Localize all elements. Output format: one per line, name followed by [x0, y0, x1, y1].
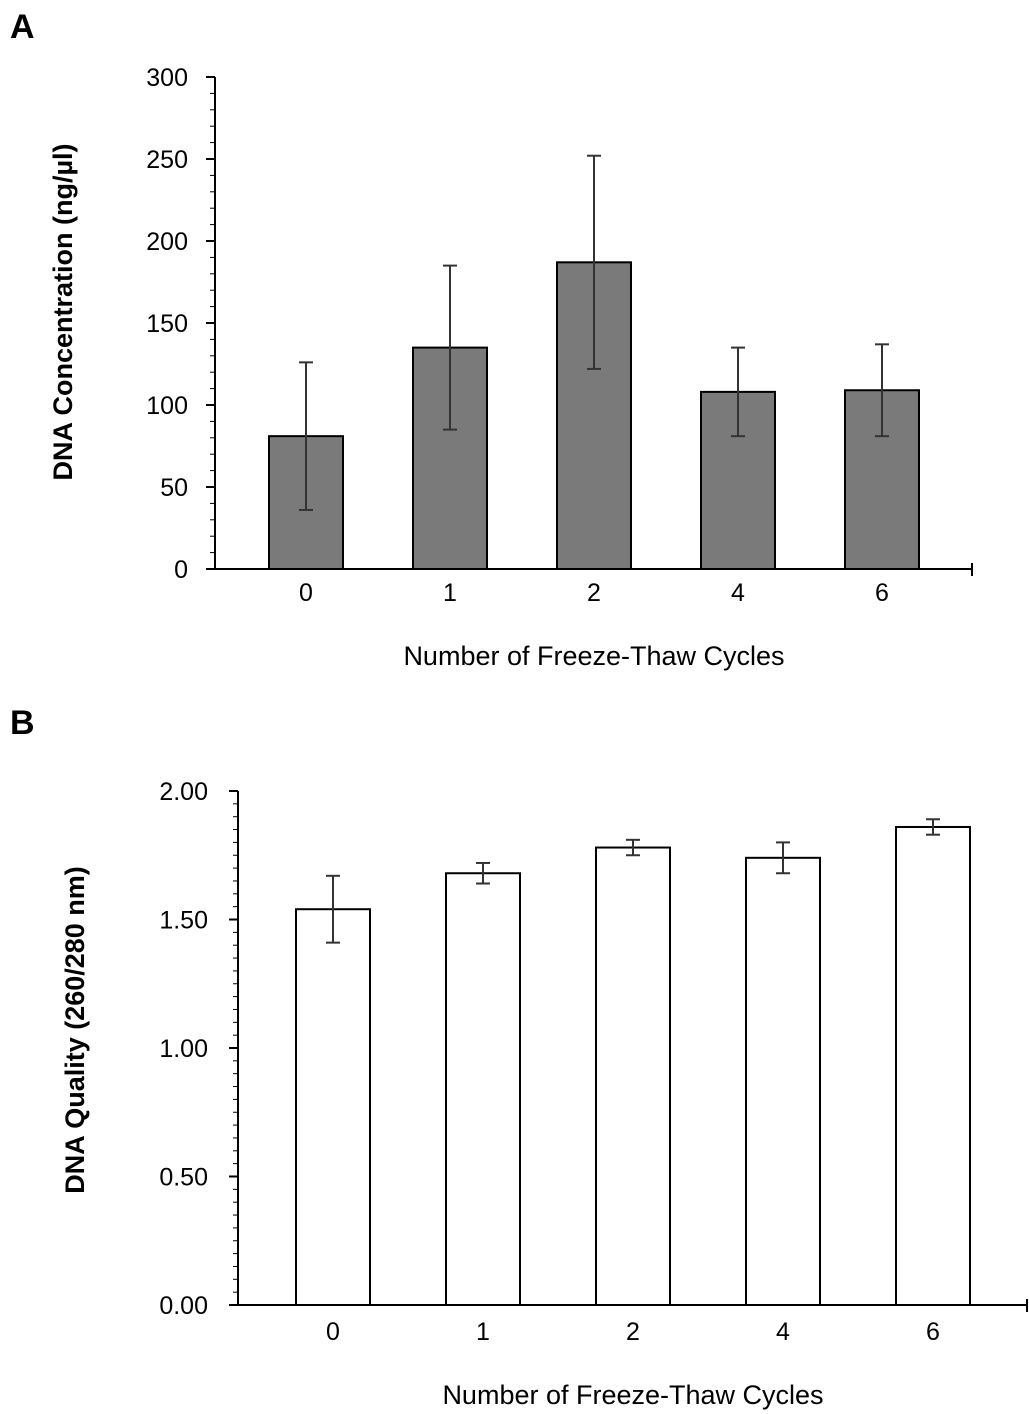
panel-b-y-tick-label: 1.00 — [159, 1035, 208, 1063]
panel-a-y-tick-label: 200 — [146, 228, 188, 256]
panel-a-x-axis-title: Number of Freeze-Thaw Cycles — [403, 641, 784, 671]
panel-a-y-tick-label: 50 — [160, 474, 188, 502]
panel-label-a: A — [10, 8, 35, 46]
panel-a-y-tick-label: 0 — [174, 556, 188, 584]
panel-b-x-tick-label: 6 — [926, 1318, 940, 1346]
panel-b-x-tick-label: 0 — [326, 1318, 340, 1346]
panel-a-x-tick-label: 1 — [443, 579, 457, 607]
panel-b-y-axis-title: DNA Quality (260/280 nm) — [60, 866, 90, 1194]
panel-a-y-tick-label: 250 — [146, 146, 188, 174]
panel-b-y-tick-label: 1.50 — [159, 907, 208, 935]
panel-a-x-tick-label: 0 — [299, 579, 313, 607]
panel-label-b: B — [10, 704, 35, 742]
panel-b-bar — [895, 825, 971, 1306]
panel-a-bar — [844, 389, 920, 570]
panel-b-y-tick-label: 0.00 — [159, 1292, 208, 1320]
panel-b-bar — [295, 908, 371, 1306]
panel-b-bar — [445, 872, 521, 1306]
panel-a-x-tick-label: 2 — [587, 579, 601, 607]
panel-b-x-tick-label: 4 — [776, 1318, 790, 1346]
panel-b-y-tick-label: 2.00 — [159, 778, 208, 806]
panel-b-bar — [595, 846, 671, 1306]
panel-a-y-tick-label: 100 — [146, 392, 188, 420]
panel-b-x-tick-label: 2 — [626, 1318, 640, 1346]
panel-b-bar — [745, 856, 821, 1306]
panel-a-y-tick-label: 300 — [146, 64, 188, 92]
panel-a-x-tick-label: 6 — [875, 579, 889, 607]
panel-b-x-tick-label: 1 — [476, 1318, 490, 1346]
panel-b-y-tick-label: 0.50 — [159, 1164, 208, 1192]
panel-a-y-tick-label: 150 — [146, 310, 188, 338]
panel-b-x-axis-title: Number of Freeze-Thaw Cycles — [442, 1380, 823, 1410]
panel-a-y-axis-title: DNA Concentration (ng/µl) — [48, 143, 78, 480]
panel-a-x-tick-label: 4 — [731, 579, 745, 607]
